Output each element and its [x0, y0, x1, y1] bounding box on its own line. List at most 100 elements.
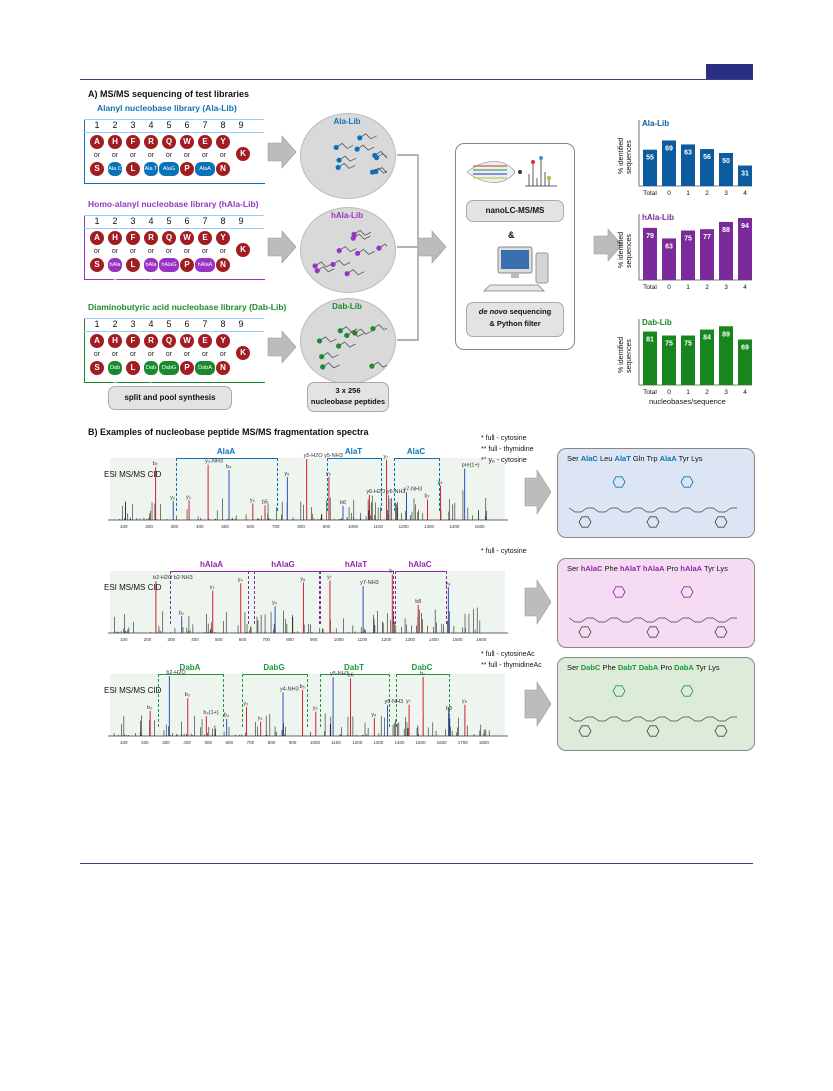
chain-line — [376, 153, 387, 159]
peptide-chains — [312, 229, 387, 277]
amino-acid-E: E — [198, 231, 212, 245]
bar-value-label: 89 — [722, 331, 730, 338]
position-number: 8 — [220, 120, 226, 130]
ring — [646, 626, 660, 638]
nucleobase-dot — [369, 169, 376, 175]
bar-value-label: 63 — [684, 149, 692, 156]
mz-tick-label: 1100 — [331, 740, 341, 745]
denovo-line2: & Python filter — [489, 319, 541, 328]
mz-tick-label: 900 — [323, 524, 331, 529]
sequence-nucleobase-residue: DabC — [580, 663, 601, 672]
nucleobase-residue: Dab C — [108, 361, 122, 385]
bar-value-label: 77 — [703, 234, 711, 241]
position-number: 6 — [184, 120, 190, 130]
ring — [578, 516, 592, 528]
computer-icon — [482, 246, 549, 292]
bar — [681, 230, 695, 280]
category-label: 4 — [743, 190, 747, 197]
lib-title: Alanyl nucleobase library (Ala-Lib) — [97, 103, 237, 113]
bar — [643, 227, 657, 280]
peak-label: b6 — [348, 672, 354, 678]
amino-acid-N: N — [216, 361, 230, 375]
bar-value-label: 69 — [741, 344, 749, 351]
mz-tick-label: 500 — [215, 637, 223, 642]
amino-acid-Y: Y — [216, 231, 230, 245]
amino-acid-S: S — [90, 162, 104, 176]
amino-acid-F: F — [126, 231, 140, 245]
peak-label: y7-NH3 — [404, 486, 423, 492]
mz-tick-label: 700 — [263, 637, 271, 642]
or-label: or — [165, 152, 173, 159]
spectrum-label: ESI MS/MS CID — [104, 470, 162, 479]
bracket — [176, 458, 278, 511]
spectrum-peaks: b2-H2O b2-NH3 b₂ y₂ y₄ y₅ y₆ y₇ y7-NH3 b₇ b8 y₈ 100… — [108, 569, 508, 642]
or-label: or — [129, 248, 137, 255]
mz-tick-label: 1300 — [405, 637, 416, 642]
bracket — [320, 571, 394, 624]
mz-tick-label: 800 — [268, 740, 276, 745]
category-label: 3 — [724, 190, 728, 197]
peak-label: b₄ — [224, 713, 230, 719]
mz-tick-label: 100 — [120, 637, 128, 642]
ring — [646, 516, 660, 528]
amino-acid-N: N — [216, 258, 230, 272]
bar-chart-0: Ala-Lib % identified sequences 55 Total 69 0 63… — [618, 119, 752, 197]
chain-line — [353, 233, 371, 240]
amino-acid-E: E — [198, 334, 212, 348]
bar-chart-1: hAla-Lib % identified sequences 79 Total 63 0 7… — [618, 213, 752, 291]
or-label: or — [183, 248, 191, 255]
chain-line — [314, 261, 333, 268]
chart-ylabel: % identified — [618, 232, 625, 268]
category-label: Total — [643, 284, 657, 291]
amino-acid-N: N — [216, 162, 230, 176]
peak-label: y₄ — [258, 716, 264, 722]
peak-label: y₅ — [272, 600, 277, 606]
nucleobase-dot — [316, 338, 323, 344]
or-label: or — [165, 351, 173, 358]
amino-acid-H: H — [108, 231, 122, 245]
nucleobase-dot — [330, 261, 336, 268]
backbone — [568, 716, 737, 722]
amino-acid-R: R — [144, 231, 158, 245]
amino-acid-H: H — [108, 135, 122, 149]
mz-tick-label: 300 — [168, 637, 176, 642]
lib-title: Diaminobutyric acid nucleobase library (… — [88, 302, 287, 312]
spectrum-label: ESI MS/MS CID — [104, 686, 162, 695]
amino-acid-H: H — [108, 334, 122, 348]
ring — [578, 725, 592, 737]
nucleobase-dot — [344, 271, 350, 277]
bar — [738, 339, 752, 385]
ring — [714, 725, 728, 737]
spectrum-note: * full - cytosineAc — [481, 651, 535, 658]
mz-tick-label: 1200 — [381, 637, 392, 642]
category-label: 4 — [743, 389, 747, 396]
bracket-label: hAlaC — [408, 560, 432, 569]
bar — [719, 221, 733, 280]
peak-label: b₇ — [389, 569, 394, 575]
chain-line — [317, 266, 335, 273]
peak-label: y₈ — [462, 699, 467, 705]
nucleobase-dot — [357, 135, 363, 141]
peak-label: y7-NH3 — [360, 580, 379, 586]
or-label: or — [93, 248, 101, 255]
or-label: or — [147, 248, 155, 255]
position-number: 5 — [166, 216, 172, 226]
sequence-residue: Ser — [567, 663, 581, 672]
section-b-title: B) Examples of nucleobase peptide MS/MS … — [88, 427, 369, 437]
bar — [700, 149, 714, 186]
category-label: Total — [643, 389, 657, 396]
amino-acid-P: P — [180, 162, 194, 176]
mz-tick-label: 1300 — [424, 524, 435, 529]
peak-label: y₂ — [170, 495, 175, 501]
peak-label: y₈ — [438, 480, 443, 486]
bar — [662, 335, 676, 385]
mz-tick-label: 100 — [120, 740, 128, 745]
mz-tick-label: 1500 — [453, 637, 464, 642]
bracket-label: DabG — [263, 663, 285, 672]
ring — [714, 626, 728, 638]
bar — [700, 229, 714, 280]
or-label: or — [129, 351, 137, 358]
nucleobase-residue: hAla T — [144, 258, 158, 282]
grid-frame — [84, 318, 265, 383]
